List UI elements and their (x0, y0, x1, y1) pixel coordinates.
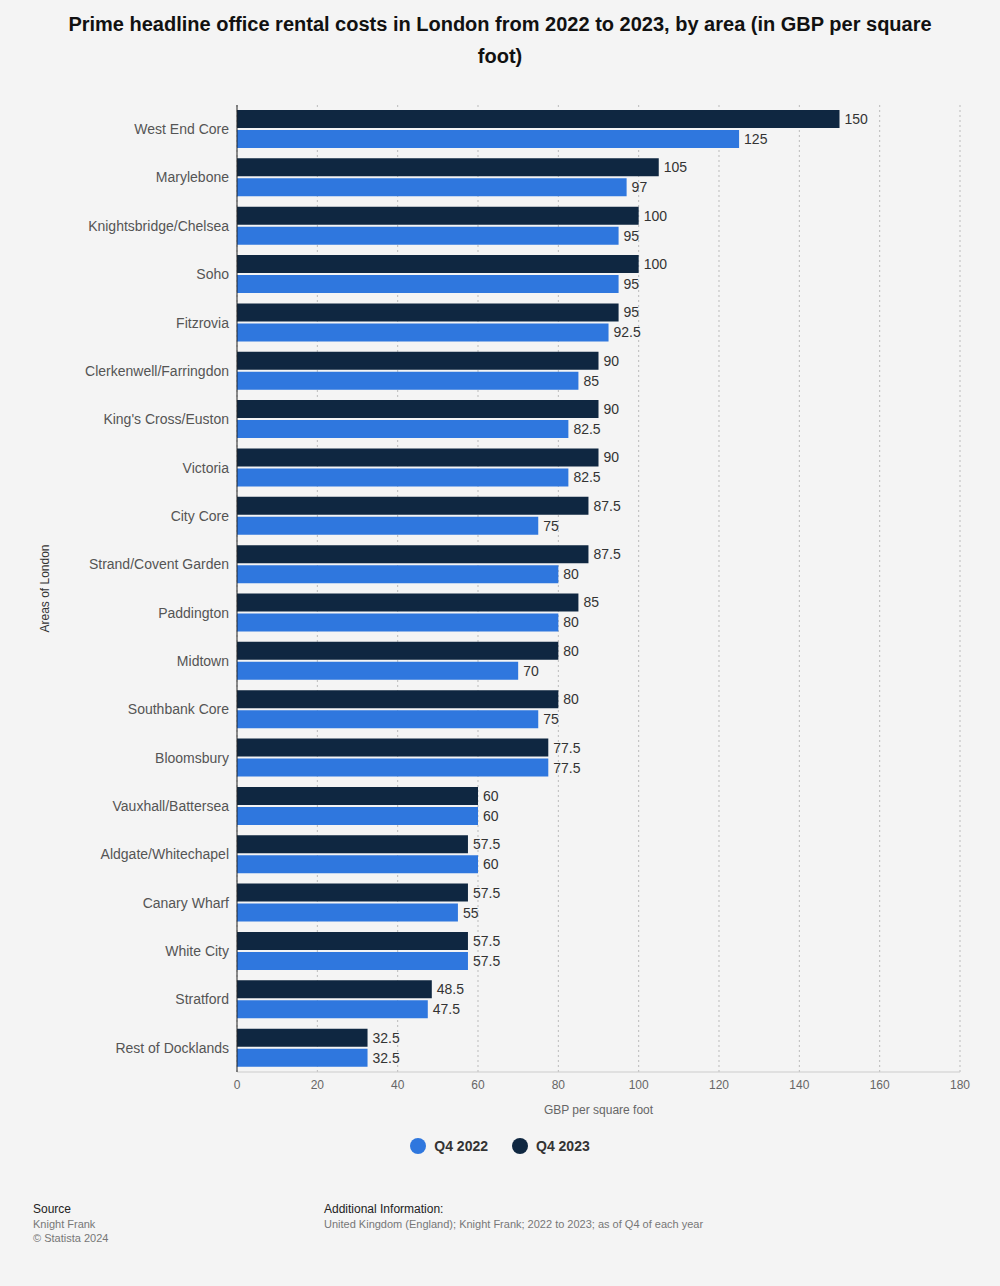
svg-text:GBP per square foot: GBP per square foot (544, 1103, 654, 1117)
svg-text:80: 80 (563, 614, 579, 630)
svg-text:125: 125 (744, 131, 768, 147)
svg-text:70: 70 (523, 663, 539, 679)
html-text:United Kingdom (England); Knig: United Kingdom (England); Knight Frank; … (324, 1218, 704, 1230)
svg-text:20: 20 (311, 1078, 325, 1092)
svg-text:Aldgate/Whitechapel: Aldgate/Whitechapel (101, 846, 229, 862)
html-text:Additional Information:: Additional Information: (324, 1202, 444, 1216)
svg-text:87.5: 87.5 (593, 498, 620, 514)
svg-text:57.5: 57.5 (473, 836, 500, 852)
svg-text:100: 100 (629, 1078, 649, 1092)
svg-text:60: 60 (483, 808, 499, 824)
svg-text:Rest of Docklands: Rest of Docklands (115, 1040, 229, 1056)
svg-text:75: 75 (543, 518, 559, 534)
svg-text:95: 95 (624, 304, 640, 320)
svg-text:60: 60 (483, 856, 499, 872)
svg-text:Victoria: Victoria (183, 460, 230, 476)
svg-text:92.5: 92.5 (614, 324, 641, 340)
svg-text:0: 0 (234, 1078, 241, 1092)
svg-text:55: 55 (463, 905, 479, 921)
svg-text:Marylebone: Marylebone (156, 169, 229, 185)
html-text:Q4 2023: Q4 2023 (536, 1138, 590, 1154)
svg-text:77.5: 77.5 (553, 740, 580, 756)
svg-text:90: 90 (604, 401, 620, 417)
svg-text:40: 40 (391, 1078, 405, 1092)
svg-text:Canary Wharf: Canary Wharf (143, 895, 229, 911)
svg-text:Strand/Covent Garden: Strand/Covent Garden (89, 556, 229, 572)
svg-text:60: 60 (471, 1078, 485, 1092)
svg-text:Midtown: Midtown (177, 653, 229, 669)
html-text:Prime headline office rental c: Prime headline office rental costs in Lo… (68, 13, 932, 67)
html-text:Source: Source (33, 1202, 71, 1216)
svg-text:Stratford: Stratford (175, 991, 229, 1007)
svg-text:82.5: 82.5 (573, 421, 600, 437)
svg-text:Fitzrovia: Fitzrovia (176, 315, 229, 331)
svg-text:80: 80 (563, 643, 579, 659)
svg-text:140: 140 (789, 1078, 809, 1092)
svg-text:60: 60 (483, 788, 499, 804)
svg-text:85: 85 (583, 373, 599, 389)
svg-text:97: 97 (632, 179, 648, 195)
svg-text:87.5: 87.5 (593, 546, 620, 562)
svg-text:85: 85 (583, 594, 599, 610)
svg-text:77.5: 77.5 (553, 760, 580, 776)
svg-text:105: 105 (664, 159, 688, 175)
svg-text:47.5: 47.5 (433, 1001, 460, 1017)
svg-text:Southbank Core: Southbank Core (128, 701, 229, 717)
svg-text:80: 80 (563, 691, 579, 707)
svg-text:32.5: 32.5 (373, 1050, 400, 1066)
svg-text:Soho: Soho (196, 266, 229, 282)
svg-text:82.5: 82.5 (573, 469, 600, 485)
html-text:© Statista 2024: © Statista 2024 (33, 1232, 109, 1244)
svg-text:Knightsbridge/Chelsea: Knightsbridge/Chelsea (88, 218, 229, 234)
svg-text:180: 180 (950, 1078, 970, 1092)
svg-text:Bloomsbury: Bloomsbury (155, 750, 229, 766)
svg-text:75: 75 (543, 711, 559, 727)
svg-text:100: 100 (644, 208, 668, 224)
svg-text:100: 100 (644, 256, 668, 272)
svg-text:Clerkenwell/Farringdon: Clerkenwell/Farringdon (85, 363, 229, 379)
svg-text:57.5: 57.5 (473, 953, 500, 969)
svg-text:90: 90 (604, 449, 620, 465)
svg-text:120: 120 (709, 1078, 729, 1092)
svg-text:32.5: 32.5 (373, 1030, 400, 1046)
svg-text:95: 95 (624, 276, 640, 292)
svg-text:80: 80 (563, 566, 579, 582)
svg-text:150: 150 (845, 111, 869, 127)
svg-text:King's Cross/Euston: King's Cross/Euston (103, 411, 229, 427)
svg-text:160: 160 (870, 1078, 890, 1092)
html-text:Knight Frank: Knight Frank (33, 1218, 96, 1230)
svg-text:Vauxhall/Battersea: Vauxhall/Battersea (113, 798, 230, 814)
svg-text:48.5: 48.5 (437, 981, 464, 997)
svg-text:City Core: City Core (171, 508, 230, 524)
html-text:Q4 2022: Q4 2022 (434, 1138, 488, 1154)
svg-text:95: 95 (624, 228, 640, 244)
svg-text:57.5: 57.5 (473, 885, 500, 901)
svg-text:57.5: 57.5 (473, 933, 500, 949)
svg-text:80: 80 (552, 1078, 566, 1092)
svg-text:Areas of London: Areas of London (38, 544, 52, 632)
svg-text:Paddington: Paddington (158, 605, 229, 621)
svg-text:West End Core: West End Core (134, 121, 229, 137)
svg-text:White City: White City (165, 943, 229, 959)
svg-text:90: 90 (604, 353, 620, 369)
